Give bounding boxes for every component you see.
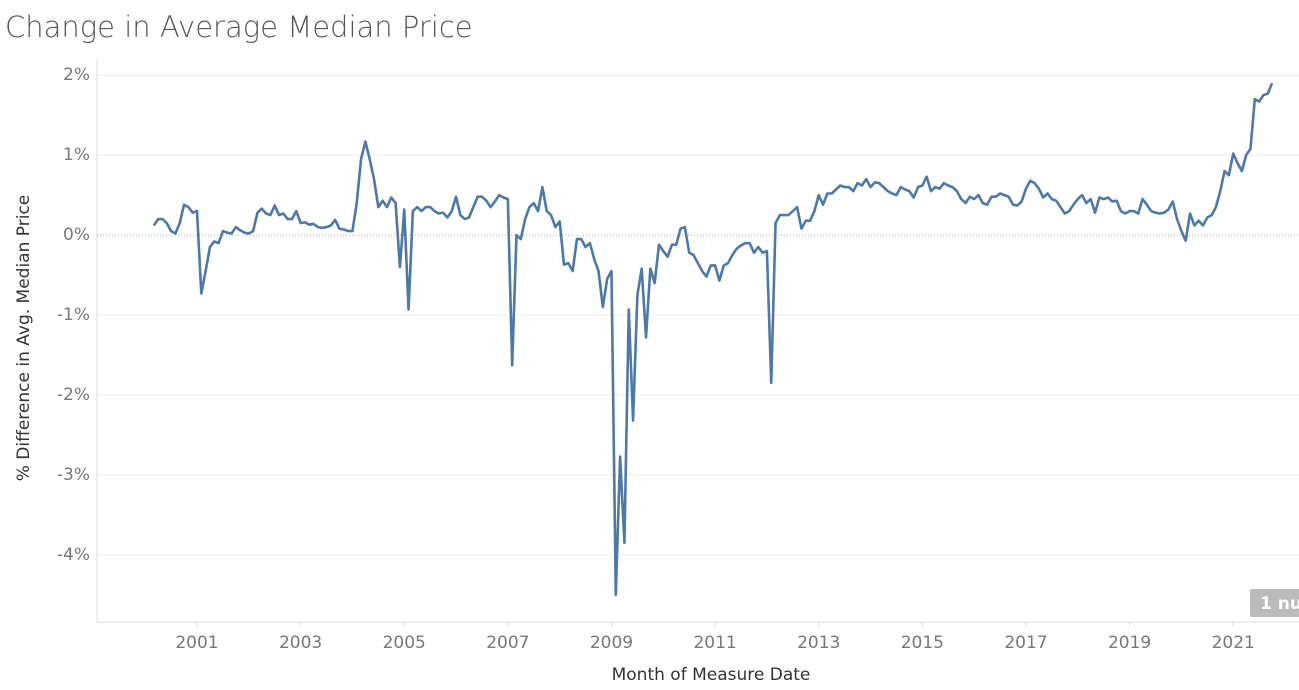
y-tick-label: -4%: [57, 545, 90, 565]
y-tick-label: -2%: [57, 385, 90, 405]
y-tick-label: 0%: [63, 225, 90, 245]
x-tick-label: 2019: [1108, 633, 1151, 653]
x-tick-label: 2011: [693, 633, 736, 653]
null-badge-label[interactable]: 1 nu: [1260, 594, 1299, 614]
x-tick-label: 2005: [383, 633, 426, 653]
null-badge[interactable]: [1250, 589, 1299, 617]
x-tick-label: 2013: [797, 633, 840, 653]
x-tick-label: 2017: [1004, 633, 1047, 653]
x-axis-title: Month of Measure Date: [612, 665, 811, 685]
data-line: [152, 82, 1274, 597]
chart-title: Change in Average Median Price: [5, 10, 473, 44]
y-tick-label: 1%: [63, 145, 90, 165]
x-tick-label: 2001: [175, 633, 218, 653]
y-axis-title: % Difference in Avg. Median Price: [14, 195, 34, 482]
x-tick-label: 2015: [901, 633, 944, 653]
x-tick-label: 2003: [279, 633, 322, 653]
x-tick-label: 2009: [590, 633, 633, 653]
y-tick-label: -3%: [57, 465, 90, 485]
x-tick-label: 2021: [1212, 633, 1255, 653]
x-tick-label: 2007: [486, 633, 529, 653]
y-tick-label: 2%: [63, 65, 90, 85]
y-tick-label: -1%: [57, 305, 90, 325]
